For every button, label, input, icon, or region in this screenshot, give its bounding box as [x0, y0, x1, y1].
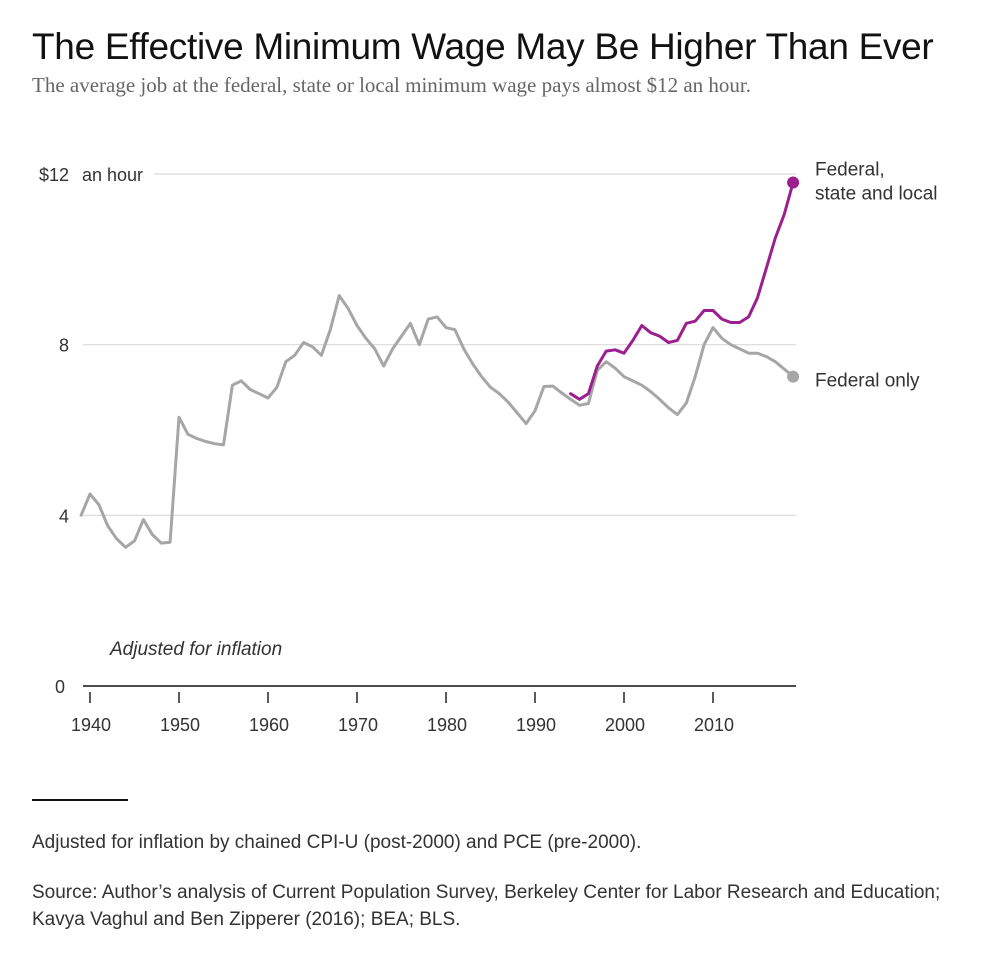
federal-only-line: [79, 294, 795, 549]
x-tick-label: 1950: [160, 715, 200, 735]
x-tick-label: 1970: [338, 715, 378, 735]
x-tick-label: 1940: [71, 715, 111, 735]
y-unit-label: an hour: [82, 165, 143, 185]
y-tick-label: $12: [39, 165, 69, 185]
gridlines: [83, 173, 796, 516]
federal-state-local-endpoint: [787, 176, 800, 189]
chart-title: The Effective Minimum Wage May Be Higher…: [32, 26, 934, 67]
x-tick-label: 1980: [427, 715, 467, 735]
source-note: Source: Author’s analysis of Current Pop…: [32, 882, 941, 930]
y-tick-label: 0: [55, 677, 65, 697]
federal-state-local-line: [569, 181, 795, 401]
chart-labels: $12 an hour 8 4 0 Federal only Federal, state a…: [39, 160, 938, 697]
federal-state-local-label: state and local: [815, 184, 938, 205]
x-tick-label: 1960: [249, 715, 289, 735]
x-axis: 1940 1950 1960 1970 1980 1990 2000 2010: [71, 685, 796, 735]
x-tick-label: 2010: [694, 715, 734, 735]
y-tick-label: 4: [59, 506, 69, 526]
line-chart: 1940 1950 1960 1970 1980 1990 2000 2010 $12 an h…: [39, 160, 938, 735]
series-lines: [79, 176, 800, 549]
federal-only-label: Federal only: [815, 371, 920, 392]
footnote-divider: [32, 799, 128, 801]
y-tick-label: 8: [59, 336, 69, 356]
x-tick-label: 2000: [605, 715, 645, 735]
inflation-annotation: Adjusted for inflation: [109, 639, 282, 660]
footnote: Adjusted for inflation by chained CPI-U …: [32, 832, 642, 853]
chart-subtitle: The average job at the federal, state or…: [32, 73, 752, 97]
x-tick-label: 1990: [516, 715, 556, 735]
federal-only-endpoint: [787, 370, 800, 383]
federal-state-local-label: Federal,: [815, 160, 885, 181]
